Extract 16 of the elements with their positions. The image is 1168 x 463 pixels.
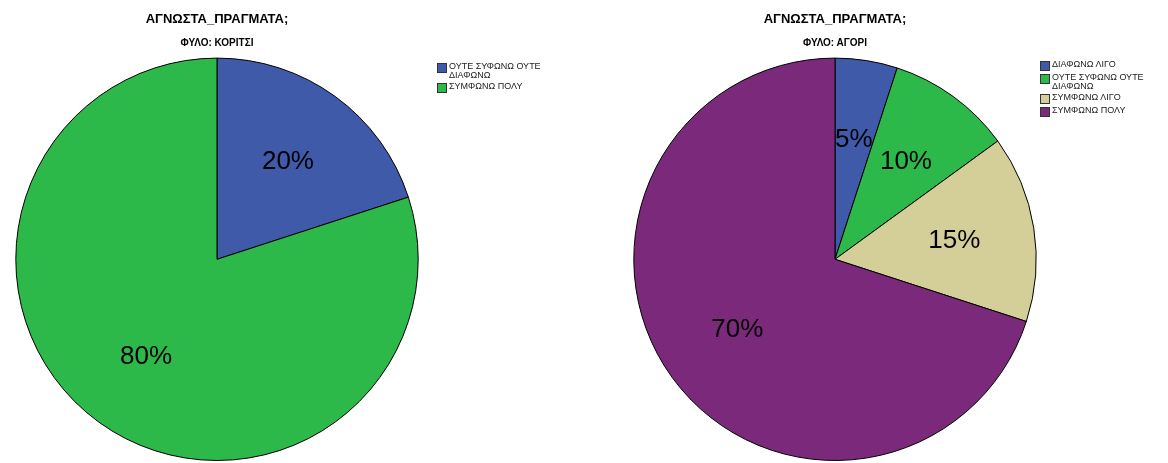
legend-label: ΔΙΑΦΩΝΩ ΛΙΓΟ	[1052, 59, 1116, 69]
data-label: 5%	[835, 123, 873, 154]
legend-label: ΣΥΜΦΩΝΩ ΛΙΓΟ	[1052, 92, 1121, 102]
data-label: 20%	[261, 144, 314, 175]
data-label: 10%	[879, 144, 932, 175]
chart-title: ΑΓΝΩΣΤΑ_ΠΡΑΓΜΑΤΑ;	[145, 11, 289, 27]
legend-label: ΟΥΤΕ ΣΥΦΩΝΩ ΟΥΤΕ ΔΙΑΦΩΝΩ	[1052, 72, 1145, 91]
data-label: 70%	[711, 313, 764, 344]
legend-label: ΣΥΜΦΩΝΩ ΠΟΛΥ	[1052, 105, 1126, 115]
chart-title: ΑΓΝΩΣΤΑ_ΠΡΑΓΜΑΤΑ;	[763, 11, 907, 27]
data-label: 15%	[928, 223, 981, 254]
legend-label: ΟΥΤΕ ΣΥΦΩΝΩ ΟΥΤΕ ΔΙΑΦΩΝΩ	[449, 61, 542, 80]
data-label: 80%	[120, 340, 173, 371]
legend-label: ΣΥΜΦΩΝΩ ΠΟΛΥ	[449, 81, 523, 91]
chart-subtitle: ΦΥΛΟ: ΑΓΟΡΙ	[802, 37, 868, 49]
chart-subtitle: ΦΥΛΟ: ΚΟΡΙΤΣΙ	[180, 37, 254, 49]
